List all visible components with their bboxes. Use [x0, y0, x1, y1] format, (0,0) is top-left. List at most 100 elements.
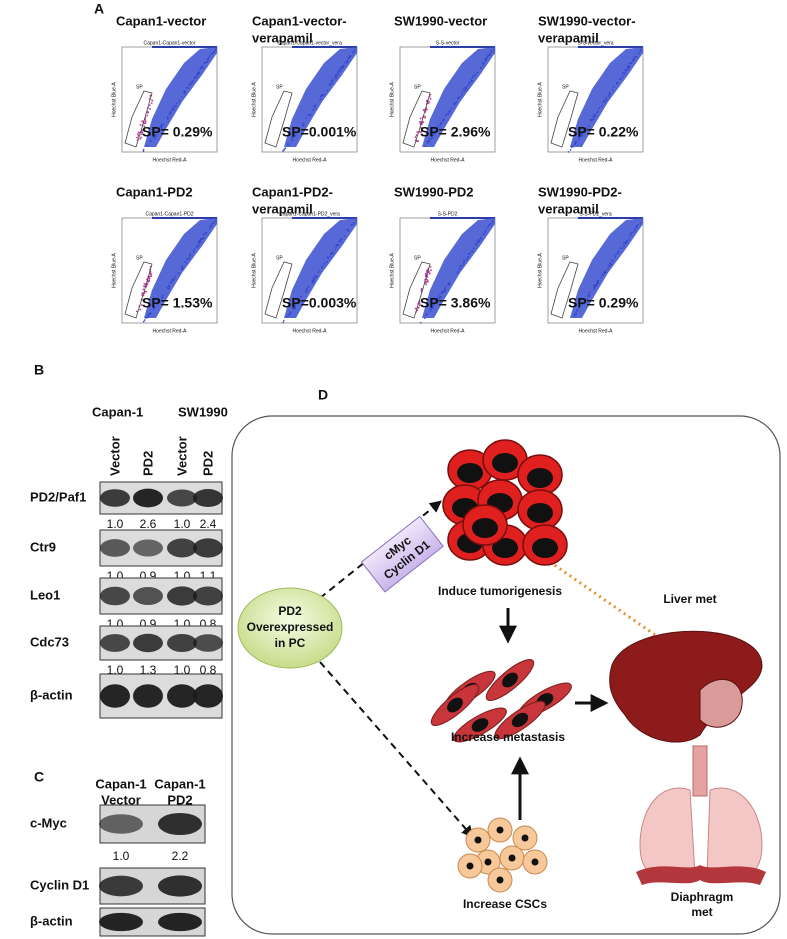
- cell-dot: [338, 70, 341, 72]
- sp-value: SP= 3.86%: [420, 295, 491, 311]
- cell-dot: [486, 55, 489, 58]
- cell-dot: [167, 287, 169, 290]
- cell-dot: [438, 297, 441, 300]
- cell-dot: [455, 101, 458, 103]
- csc-nucleus: [496, 826, 504, 834]
- cell-dot: [450, 107, 453, 110]
- cell-dot: [181, 96, 183, 98]
- cell-dot: [596, 281, 598, 284]
- cell-dot: [329, 82, 332, 85]
- cell-dot: [143, 319, 146, 321]
- cell-dot: [283, 319, 285, 322]
- cell-dot: [337, 244, 339, 246]
- x-axis-label: Hoechst Red-A: [431, 328, 466, 334]
- cell-dot: [617, 252, 619, 254]
- cell-dot: [287, 143, 289, 145]
- blot-label: β-actin: [30, 687, 73, 702]
- sp-dot: [140, 304, 143, 307]
- sp-dot: [146, 111, 149, 114]
- cell-dot: [619, 77, 622, 80]
- cell-dot: [196, 244, 198, 247]
- cell-dot: [472, 247, 475, 250]
- cell-dot: [198, 240, 201, 243]
- cell-dot: [587, 293, 590, 296]
- cell-dot: [317, 271, 319, 274]
- spindle-nucleus: [471, 718, 489, 732]
- cell-dot: [331, 252, 334, 255]
- plot-title: SW1990-PD2-: [538, 184, 622, 199]
- cell-dot: [574, 141, 576, 144]
- gate-label: SP: [414, 84, 421, 90]
- cell-dot: [189, 254, 191, 257]
- cell-dot: [160, 126, 163, 129]
- cell-dot: [332, 251, 335, 253]
- cell-dot: [172, 109, 174, 111]
- sp-dot: [416, 309, 419, 312]
- cell-dot: [203, 62, 206, 64]
- cell-dot: [436, 129, 439, 132]
- cell-dot: [345, 61, 348, 64]
- cell-dot: [439, 124, 441, 127]
- quant-value: 1.0: [113, 849, 130, 863]
- cell-dot: [334, 75, 336, 78]
- cell-dot: [484, 60, 487, 62]
- cell-dot: [314, 276, 316, 278]
- cell-dot: [308, 285, 310, 287]
- cell-dot: [315, 275, 318, 278]
- gate-label: SP: [414, 255, 421, 261]
- cell-dot: [427, 140, 429, 143]
- cell-dot: [575, 313, 577, 316]
- cell-dot: [592, 118, 595, 121]
- cell-dot: [474, 243, 477, 245]
- cell-dot: [461, 264, 464, 266]
- panel-label: D: [318, 387, 328, 403]
- cell-dot: [583, 129, 585, 131]
- cell-dot: [477, 239, 480, 241]
- cell-dot: [476, 71, 479, 74]
- band: [100, 684, 130, 708]
- cell-dot: [178, 272, 181, 275]
- cell-dot: [292, 135, 295, 138]
- cell-dot: [492, 49, 495, 51]
- cell-dot: [348, 54, 351, 57]
- cell-dot: [213, 220, 216, 223]
- cell-dot: [146, 145, 148, 147]
- cell-dot: [480, 238, 483, 240]
- spindle-nucleus: [502, 672, 518, 688]
- sp-dot: [142, 288, 145, 291]
- cell-dot: [428, 137, 431, 140]
- y-axis-label: Hoechst Blue-A: [389, 81, 395, 116]
- cell-dot: [448, 283, 451, 285]
- cell-dot: [350, 55, 352, 57]
- cell-dot: [439, 296, 442, 298]
- cell-dot: [339, 240, 342, 242]
- band: [100, 489, 130, 507]
- sp-dot: [150, 102, 153, 105]
- csc-nucleus: [521, 834, 529, 842]
- cell-dot: [605, 96, 607, 99]
- cell-dot: [585, 127, 587, 130]
- cell-dot: [348, 56, 351, 58]
- cell-dot: [212, 52, 214, 54]
- cell-dot: [351, 51, 354, 54]
- x-axis-label: Hoechst Red-A: [153, 157, 188, 163]
- blot-label: β-actin: [30, 913, 73, 928]
- cell-dot: [589, 291, 591, 294]
- cell-dot: [593, 288, 595, 290]
- cell-dot: [459, 268, 461, 271]
- cell-dot: [292, 139, 294, 141]
- plot-title: Capan1-PD2-: [252, 184, 333, 199]
- plot-title: verapamil: [252, 201, 313, 216]
- cell-dot: [471, 79, 473, 82]
- sp-dot: [149, 108, 152, 110]
- band: [158, 912, 202, 932]
- cell-dot: [463, 262, 465, 265]
- cell-dot: [354, 49, 356, 51]
- sp-gate: [550, 261, 579, 319]
- cell-dot: [622, 72, 624, 74]
- cell-dot: [615, 83, 618, 85]
- cell-dot: [608, 262, 611, 264]
- cell-dot: [158, 129, 160, 132]
- cell-dot: [623, 73, 626, 75]
